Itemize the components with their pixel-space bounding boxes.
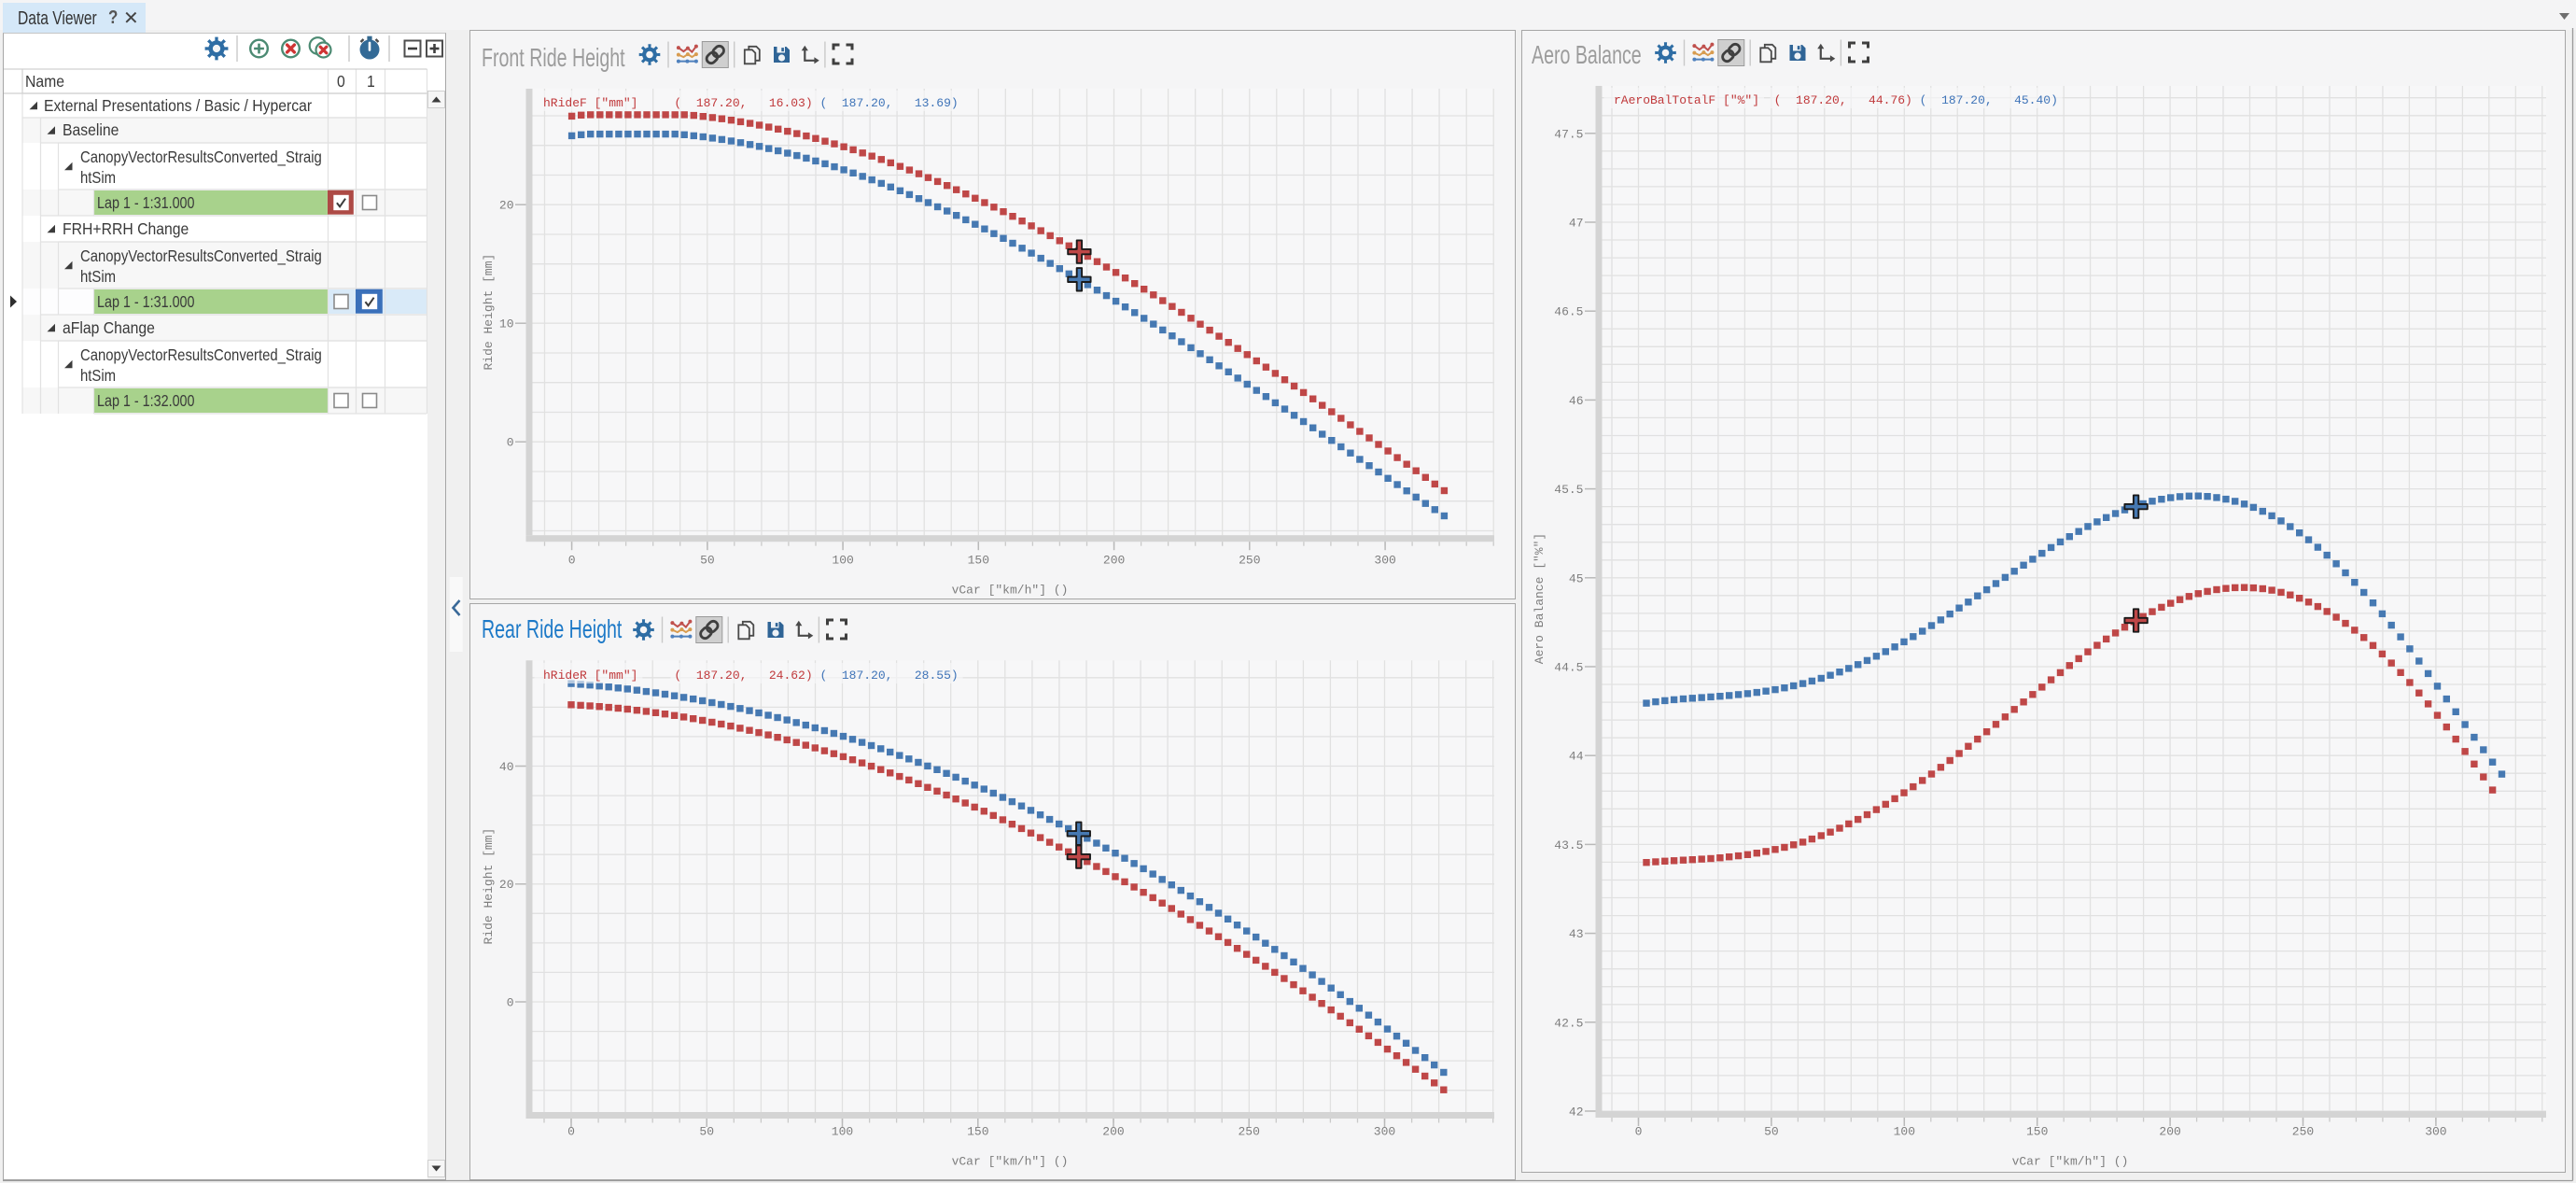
svg-text:0: 0 <box>1635 1125 1643 1139</box>
svg-text:46: 46 <box>1569 394 1584 408</box>
svg-text:20: 20 <box>499 199 514 213</box>
svg-text:200: 200 <box>2159 1125 2180 1139</box>
svg-text:100: 100 <box>1894 1125 1915 1139</box>
svg-text:50: 50 <box>700 554 715 568</box>
svg-text:hRideR ["mm"] ( 187.20,: hRideR ["mm"] ( 187.20, 24.62) ( 187.20,… <box>543 669 959 683</box>
svg-text:0: 0 <box>507 996 514 1010</box>
svg-text:100: 100 <box>832 1125 853 1139</box>
svg-text:150: 150 <box>2026 1125 2048 1139</box>
svg-text:150: 150 <box>968 554 989 568</box>
svg-text:Aero Balance ["%"]: Aero Balance ["%"] <box>1533 533 1547 664</box>
svg-text:300: 300 <box>2425 1125 2446 1139</box>
svg-text:47: 47 <box>1569 217 1584 231</box>
svg-text:42.5: 42.5 <box>1554 1016 1583 1030</box>
svg-text:50: 50 <box>699 1125 714 1139</box>
svg-text:10: 10 <box>499 317 514 331</box>
svg-text:20: 20 <box>499 878 514 892</box>
svg-text:hRideF ["mm"] ( 187.20,: hRideF ["mm"] ( 187.20, 16.03) ( 187.20,… <box>543 96 959 110</box>
svg-text:46.5: 46.5 <box>1554 305 1583 319</box>
svg-text:300: 300 <box>1374 1125 1395 1139</box>
svg-text:43: 43 <box>1569 927 1584 941</box>
svg-text:44: 44 <box>1569 750 1584 764</box>
svg-text:150: 150 <box>967 1125 988 1139</box>
svg-text:vCar ["km/h"] (): vCar ["km/h"] () <box>952 584 1069 598</box>
svg-text:Ride Height [mm]: Ride Height [mm] <box>482 828 496 945</box>
svg-text:40: 40 <box>499 760 514 774</box>
svg-text:vCar ["km/h"] (): vCar ["km/h"] () <box>2012 1155 2129 1169</box>
svg-text:50: 50 <box>1764 1125 1779 1139</box>
svg-text:200: 200 <box>1103 554 1125 568</box>
svg-text:44.5: 44.5 <box>1554 661 1583 675</box>
svg-text:250: 250 <box>1239 554 1260 568</box>
svg-text:45: 45 <box>1569 571 1584 585</box>
svg-text:200: 200 <box>1102 1125 1124 1139</box>
svg-text:0: 0 <box>567 1125 575 1139</box>
svg-text:rAeroBalTotalF ["%"] ( 187.2: rAeroBalTotalF ["%"] ( 187.20, 44.76) ( … <box>1614 93 2058 107</box>
svg-text:47.5: 47.5 <box>1554 127 1583 141</box>
svg-text:0: 0 <box>507 436 514 450</box>
svg-text:300: 300 <box>1374 554 1395 568</box>
svg-text:250: 250 <box>2292 1125 2314 1139</box>
svg-text:vCar ["km/h"] (): vCar ["km/h"] () <box>952 1155 1069 1169</box>
svg-text:100: 100 <box>832 554 853 568</box>
svg-text:43.5: 43.5 <box>1554 838 1583 852</box>
svg-text:0: 0 <box>568 554 576 568</box>
svg-text:250: 250 <box>1238 1125 1259 1139</box>
svg-text:Ride Height [mm]: Ride Height [mm] <box>482 254 496 371</box>
svg-text:42: 42 <box>1569 1106 1584 1120</box>
svg-text:45.5: 45.5 <box>1554 483 1583 497</box>
